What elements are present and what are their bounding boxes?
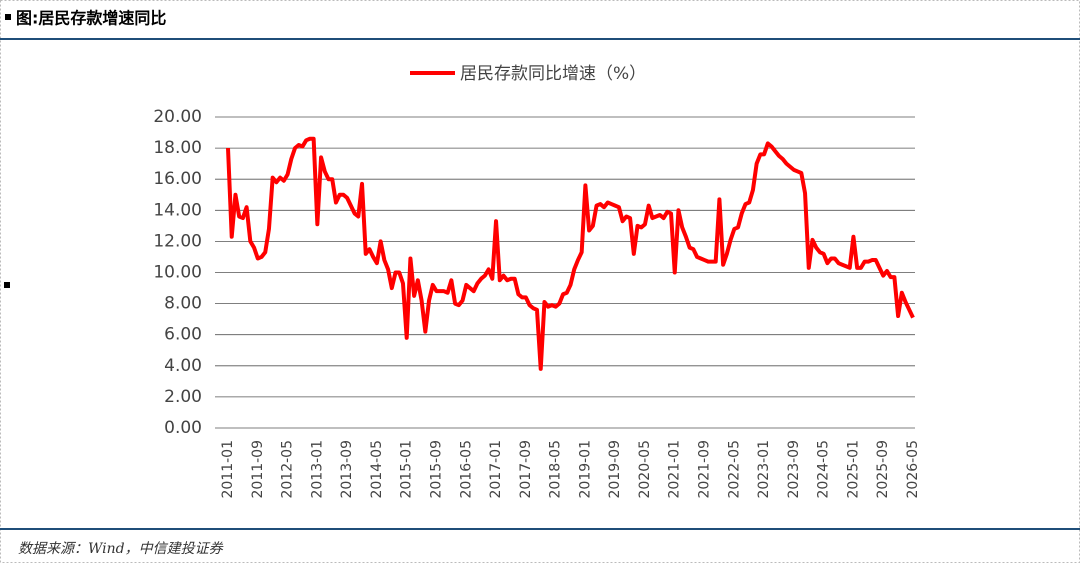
x-tick-label: 2012-05 — [280, 440, 296, 499]
x-tick-label: 2024-05 — [816, 440, 832, 499]
x-tick-label: 2015-01 — [399, 440, 415, 499]
x-tick-label: 2014-05 — [369, 440, 385, 499]
y-tick-label: 0.00 — [164, 418, 202, 438]
x-tick-label: 2025-09 — [875, 440, 891, 499]
x-tick-label: 2011-09 — [250, 440, 266, 499]
x-tick-label: 2013-09 — [339, 440, 355, 499]
x-tick-label: 2023-09 — [786, 440, 802, 499]
y-tick-label: 4.00 — [164, 356, 202, 376]
x-tick-label: 2019-09 — [607, 440, 623, 499]
source-note: 数据来源：Wind，中信建投证券 — [18, 541, 224, 557]
x-tick-label: 2022-05 — [726, 440, 742, 499]
x-tick-label: 2011-01 — [220, 440, 236, 499]
y-tick-label: 8.00 — [164, 294, 202, 314]
legend-label: 居民存款同比增速（%） — [460, 64, 646, 84]
y-tick-label: 2.00 — [164, 387, 202, 407]
y-tick-label: 6.00 — [164, 325, 202, 345]
x-tick-label: 2021-01 — [667, 440, 683, 499]
y-tick-label: 14.00 — [153, 200, 202, 220]
x-tick-label: 2020-05 — [637, 440, 653, 499]
figure-title: 图:居民存款增速同比 — [16, 9, 166, 28]
y-tick-label: 10.00 — [153, 263, 202, 283]
x-tick-label: 2026-05 — [905, 440, 921, 499]
x-tick-label: 2018-05 — [548, 440, 564, 499]
x-tick-label: 2025-01 — [845, 440, 861, 499]
y-tick-label: 20.00 — [153, 107, 202, 127]
x-tick-label: 2016-05 — [458, 440, 474, 499]
x-tick-label: 2017-01 — [488, 440, 504, 499]
x-tick-label: 2013-01 — [309, 440, 325, 499]
y-tick-label: 12.00 — [153, 231, 202, 251]
x-tick-label: 2023-01 — [756, 440, 772, 499]
bullet — [4, 282, 10, 288]
data-line — [226, 136, 915, 371]
x-tick-label: 2021-09 — [697, 440, 713, 499]
x-tick-label: 2017-09 — [518, 440, 534, 499]
y-tick-label: 16.00 — [153, 169, 202, 189]
y-tick-label: 18.00 — [153, 138, 202, 158]
x-tick-label: 2019-01 — [577, 440, 593, 499]
bullet — [5, 14, 11, 20]
x-tick-label: 2015-09 — [428, 440, 444, 499]
